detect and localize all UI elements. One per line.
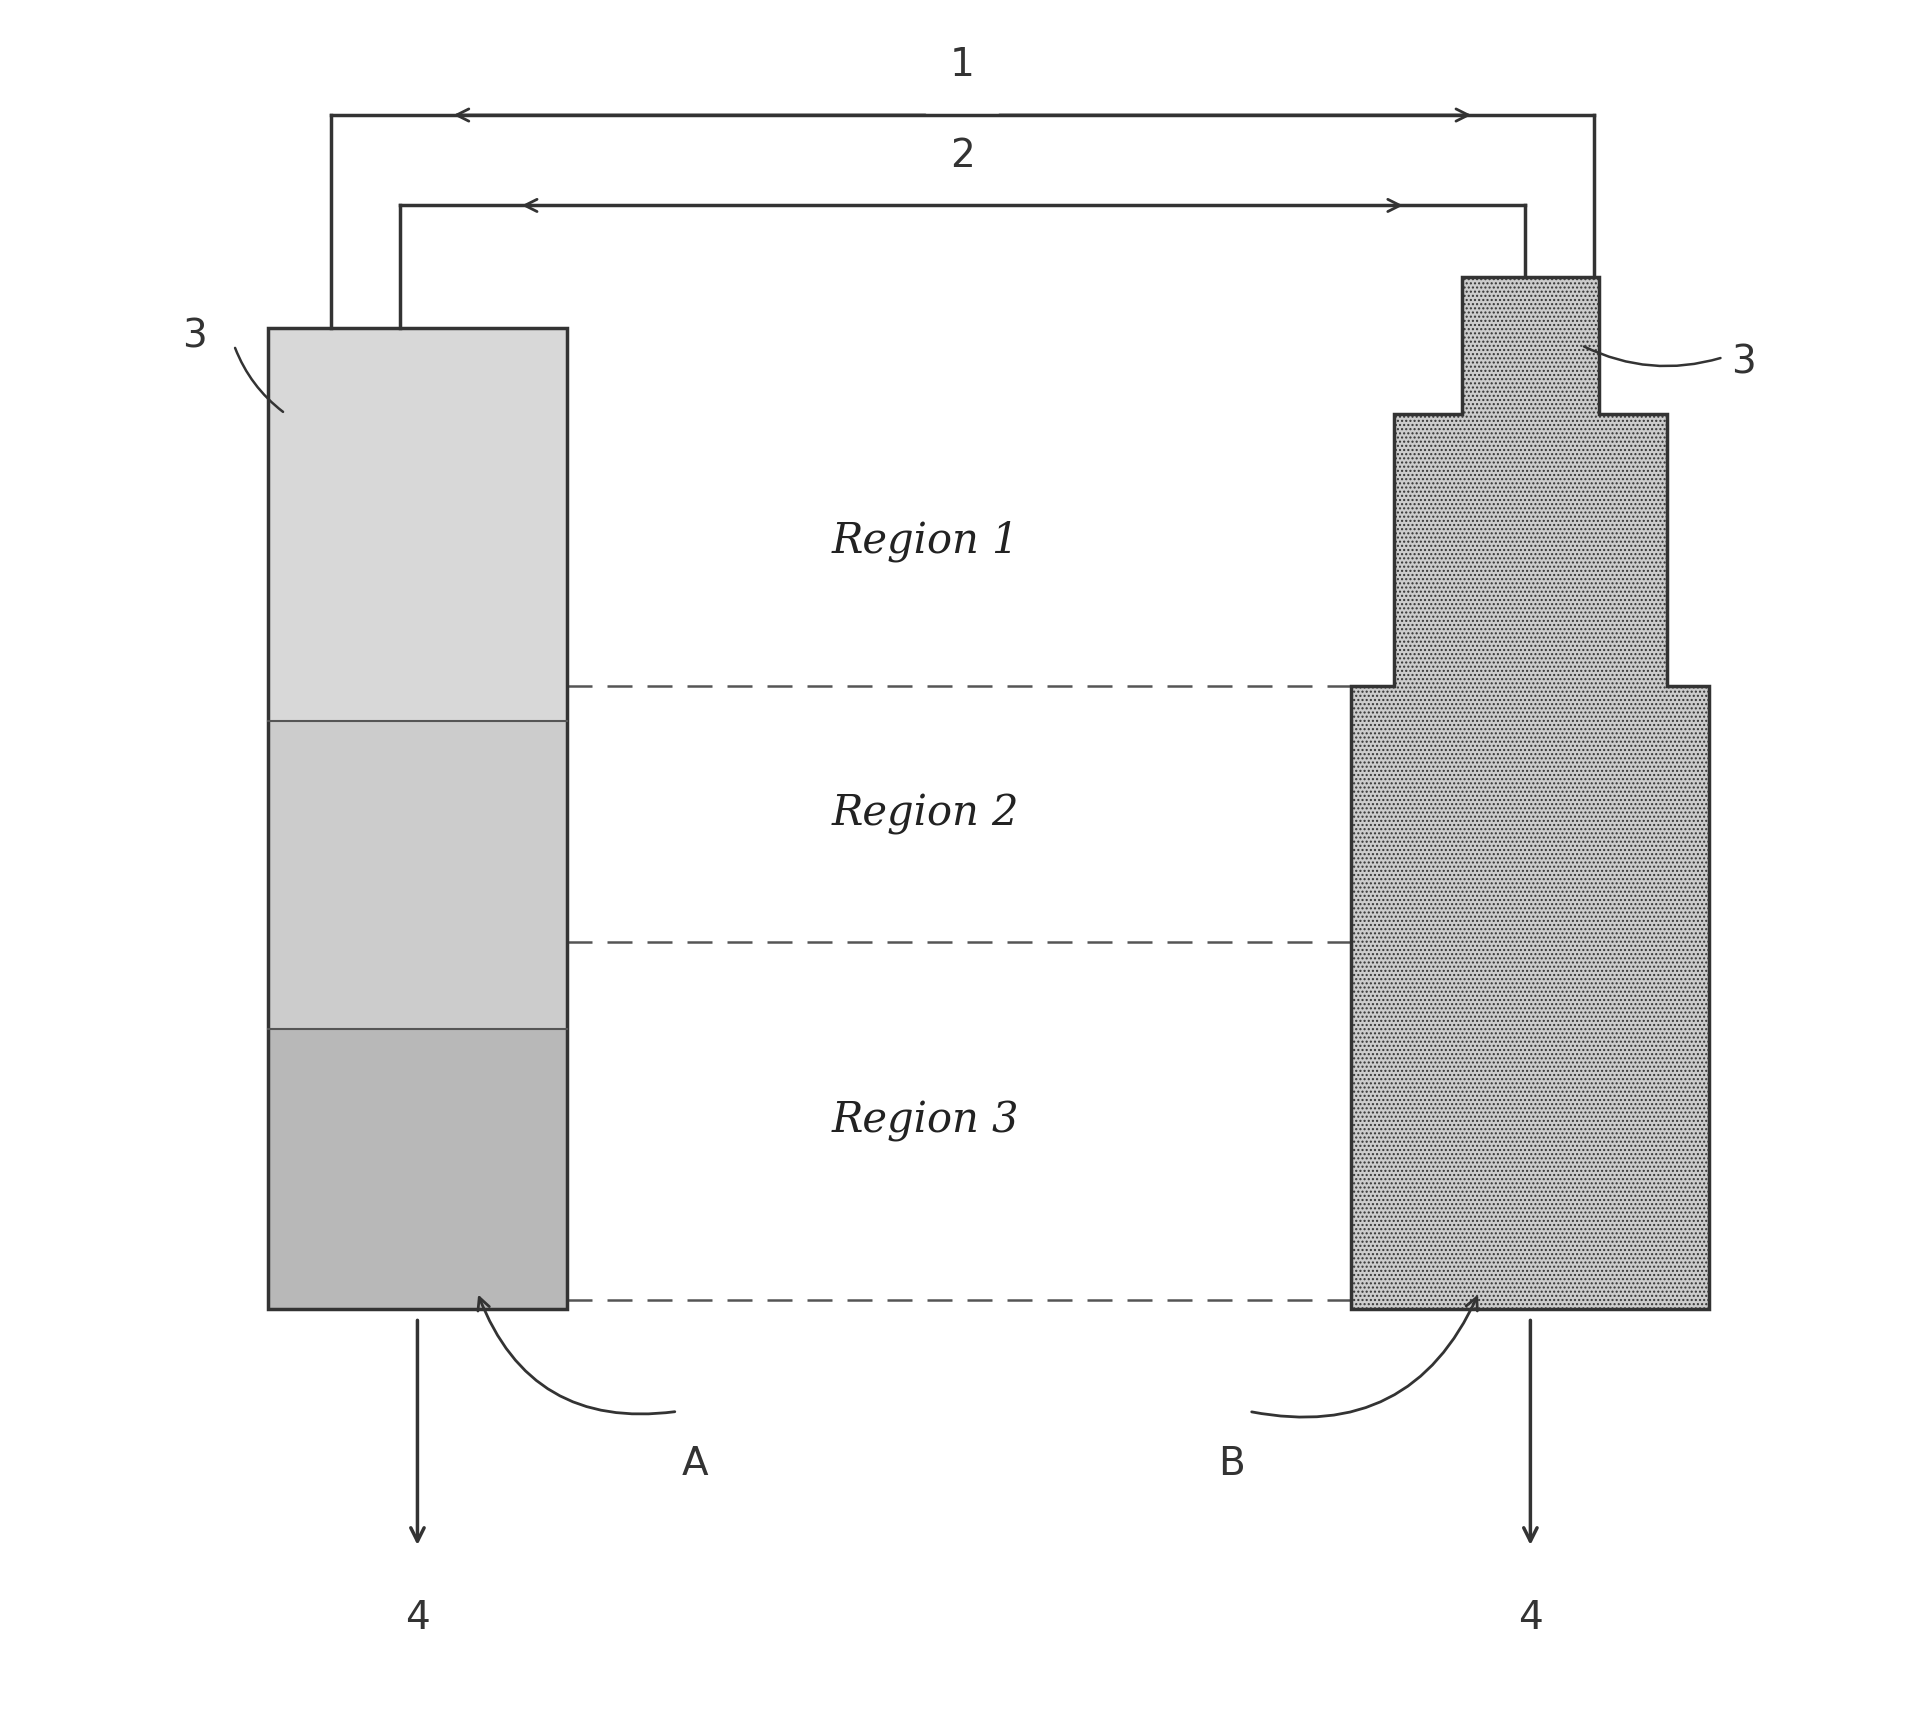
Bar	[269, 1030, 566, 1309]
Text: 1: 1	[949, 46, 974, 84]
Bar	[269, 720, 566, 1030]
Bar	[269, 329, 566, 720]
Text: A: A	[681, 1445, 708, 1483]
Text: 4: 4	[1517, 1599, 1542, 1637]
Bar	[269, 329, 566, 1309]
Text: B: B	[1218, 1445, 1245, 1483]
Text: 3: 3	[1732, 343, 1757, 381]
Text: Region 2: Region 2	[830, 794, 1018, 835]
Text: 2: 2	[949, 137, 974, 175]
Text: Region 3: Region 3	[830, 1100, 1018, 1142]
Text: Region 1: Region 1	[830, 521, 1018, 562]
Polygon shape	[1352, 278, 1709, 1309]
Text: 3: 3	[182, 317, 207, 357]
Text: 4: 4	[405, 1599, 430, 1637]
